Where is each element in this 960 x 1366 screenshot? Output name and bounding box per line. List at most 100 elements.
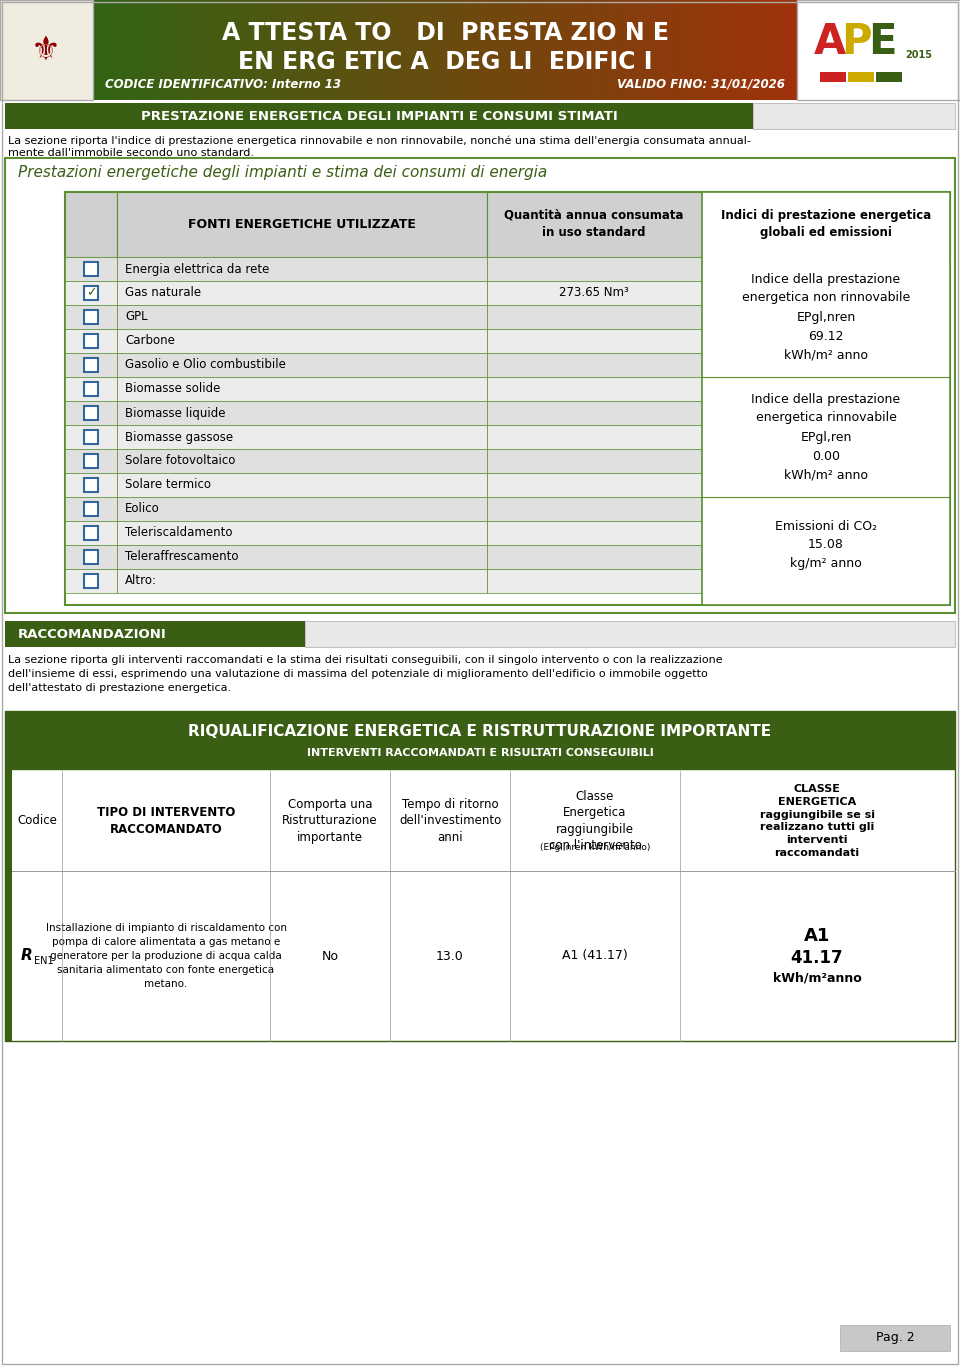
Bar xyxy=(191,0,192,100)
Bar xyxy=(202,0,203,100)
Bar xyxy=(565,0,566,100)
Bar xyxy=(425,0,426,100)
Bar xyxy=(231,0,232,100)
Bar xyxy=(283,0,284,100)
Bar xyxy=(318,0,319,100)
Bar xyxy=(549,0,550,100)
Bar xyxy=(780,0,781,100)
Bar xyxy=(682,0,683,100)
Bar xyxy=(560,0,561,100)
Bar xyxy=(672,0,673,100)
Bar xyxy=(364,0,365,100)
Bar xyxy=(603,0,604,100)
Bar xyxy=(420,0,421,100)
Bar xyxy=(408,0,409,100)
Bar xyxy=(300,0,301,100)
Bar xyxy=(250,0,251,100)
Bar xyxy=(469,0,470,100)
Bar xyxy=(84,310,98,324)
Bar xyxy=(361,0,362,100)
Bar xyxy=(397,0,398,100)
Bar xyxy=(760,0,761,100)
Bar xyxy=(123,0,124,100)
Bar xyxy=(761,0,762,100)
Bar xyxy=(244,0,245,100)
Text: Quantità annua consumata
in uso standard: Quantità annua consumata in uso standard xyxy=(504,209,684,239)
Bar xyxy=(637,0,638,100)
Bar xyxy=(347,0,348,100)
Bar xyxy=(618,0,619,100)
Bar xyxy=(628,0,629,100)
Bar xyxy=(471,0,472,100)
Bar xyxy=(341,0,342,100)
Bar xyxy=(367,0,368,100)
Bar xyxy=(705,0,706,100)
Bar xyxy=(752,0,753,100)
Bar xyxy=(145,0,146,100)
Bar xyxy=(249,0,250,100)
Bar xyxy=(636,0,637,100)
Bar xyxy=(424,0,425,100)
Bar xyxy=(749,0,750,100)
Bar xyxy=(776,0,777,100)
Text: mente dall'immobile secondo uno standard.: mente dall'immobile secondo uno standard… xyxy=(8,148,254,158)
Bar xyxy=(454,0,455,100)
Bar xyxy=(157,0,158,100)
Bar xyxy=(648,0,649,100)
Bar xyxy=(709,0,710,100)
Bar xyxy=(509,0,510,100)
Bar xyxy=(355,0,356,100)
Bar xyxy=(104,0,105,100)
Bar xyxy=(393,0,394,100)
Bar xyxy=(223,0,224,100)
Bar xyxy=(65,545,117,570)
Bar xyxy=(327,0,328,100)
Bar xyxy=(265,0,266,100)
Bar xyxy=(620,0,621,100)
Bar xyxy=(94,0,95,100)
Bar xyxy=(820,72,846,82)
Bar xyxy=(124,0,125,100)
Bar xyxy=(674,0,675,100)
Bar xyxy=(725,0,726,100)
Bar xyxy=(270,0,271,100)
Bar xyxy=(487,449,702,473)
Bar xyxy=(93,0,94,100)
Bar xyxy=(284,0,285,100)
Bar xyxy=(485,0,486,100)
Bar xyxy=(65,352,117,377)
Bar xyxy=(702,0,703,100)
Bar xyxy=(737,0,738,100)
Bar xyxy=(481,0,482,100)
Bar xyxy=(344,0,345,100)
Bar xyxy=(115,0,116,100)
Bar xyxy=(228,0,229,100)
Bar xyxy=(366,0,367,100)
Bar xyxy=(526,0,527,100)
Bar xyxy=(731,0,732,100)
Bar xyxy=(488,0,489,100)
Bar xyxy=(571,0,572,100)
Bar xyxy=(585,0,586,100)
Bar xyxy=(548,0,549,100)
Bar xyxy=(5,158,955,613)
Bar xyxy=(625,0,626,100)
Bar xyxy=(323,0,324,100)
Bar xyxy=(213,0,214,100)
Bar xyxy=(419,0,420,100)
Bar xyxy=(715,0,716,100)
Bar xyxy=(139,0,140,100)
Bar xyxy=(577,0,578,100)
Bar xyxy=(746,0,747,100)
Text: Biomasse solide: Biomasse solide xyxy=(125,382,221,396)
Bar xyxy=(356,0,357,100)
Bar xyxy=(446,0,447,100)
Bar xyxy=(434,0,435,100)
Bar xyxy=(380,0,381,100)
Bar xyxy=(605,0,606,100)
Bar xyxy=(96,0,97,100)
Bar xyxy=(712,0,713,100)
Bar xyxy=(117,425,487,449)
Bar xyxy=(775,0,776,100)
Bar xyxy=(256,0,257,100)
